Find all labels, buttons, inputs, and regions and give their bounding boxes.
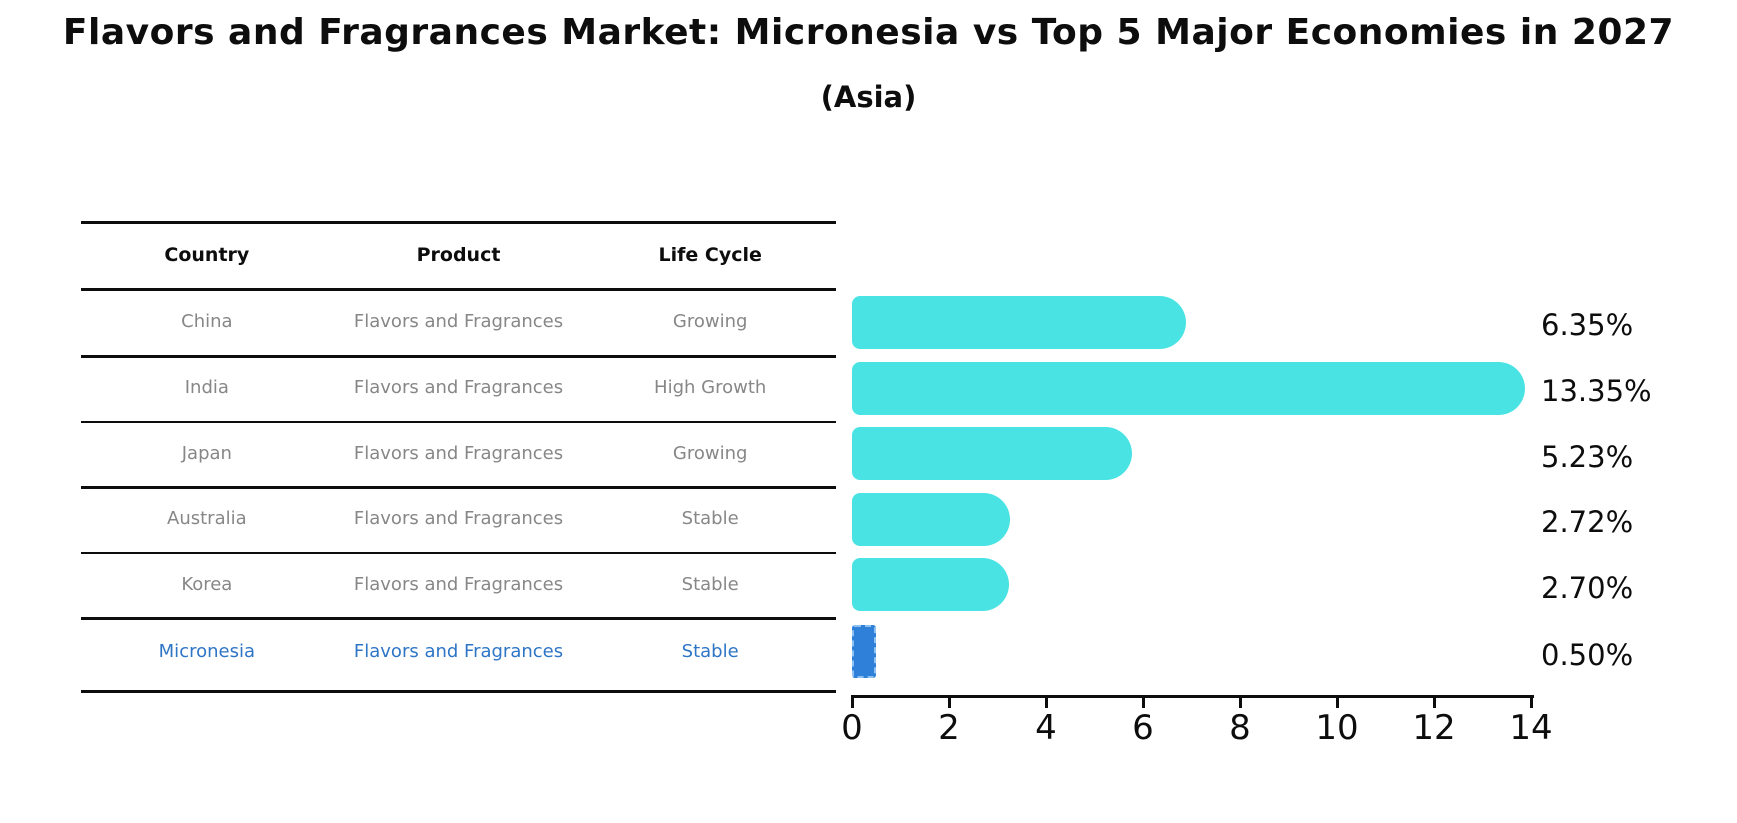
column-header-lifecycle: Life Cycle — [658, 244, 762, 266]
x-axis-tick-label: 8 — [1229, 708, 1251, 748]
cell-lifecycle: High Growth — [654, 377, 767, 398]
table-row-border — [81, 355, 836, 358]
table-header-row: Country Product Life Cycle — [81, 240, 836, 270]
cell-product: Flavors and Fragrances — [353, 442, 564, 464]
cell-product: Flavors and Fragrances — [353, 508, 564, 529]
table-row-border — [81, 420, 836, 423]
table-row-border — [81, 551, 836, 554]
cell-country: Korea — [181, 573, 233, 595]
table-row-china: China Flavors and Fragrances Growing — [81, 307, 836, 337]
table-header-border — [81, 288, 836, 291]
bar-value-label: 6.35% — [1541, 308, 1634, 342]
column-header-country: Country — [164, 244, 250, 266]
bar-india — [852, 361, 1526, 415]
bar-value-label: 2.72% — [1541, 505, 1634, 539]
x-axis-line — [852, 695, 1534, 698]
cell-country: Japan — [181, 442, 232, 464]
x-axis-tick-label: 12 — [1412, 708, 1456, 748]
column-header-product: Product — [416, 244, 501, 266]
x-axis-tick — [1529, 695, 1533, 708]
bar-value-label: 2.70% — [1541, 570, 1634, 605]
x-axis-tick-label: 0 — [841, 708, 863, 748]
x-axis-tick-label: 6 — [1132, 708, 1154, 748]
table-row-india: India Flavors and Fragrances High Growth — [81, 373, 836, 403]
x-axis-tick-label: 14 — [1509, 708, 1553, 748]
bar-china — [852, 295, 1186, 349]
cell-product: Flavors and Fragrances — [353, 641, 564, 662]
x-axis-tick-label: 4 — [1035, 708, 1057, 748]
table-top-border — [81, 221, 836, 224]
cell-lifecycle: Growing — [672, 442, 748, 464]
x-axis-tick-label: 10 — [1315, 708, 1359, 748]
x-axis-tick — [1238, 695, 1242, 708]
cell-lifecycle: Stable — [681, 641, 739, 662]
chart-subtitle: (Asia) — [820, 80, 917, 114]
x-axis-tick — [1432, 695, 1436, 708]
cell-lifecycle: Growing — [672, 311, 748, 332]
bar-value-label: 5.23% — [1541, 439, 1634, 474]
bar-value-label: 0.50% — [1541, 637, 1634, 672]
bar-japan — [852, 427, 1132, 480]
table-bottom-border — [81, 690, 836, 693]
cell-product: Flavors and Fragrances — [353, 573, 564, 595]
bar-value-label: 13.35% — [1541, 374, 1652, 408]
table-row-border — [81, 486, 836, 489]
bar-micronesia — [852, 625, 877, 678]
cell-country: Micronesia — [158, 641, 255, 662]
table-row-korea: Korea Flavors and Fragrances Stable — [81, 570, 836, 600]
bar-australia — [852, 492, 1010, 546]
bar-korea — [852, 558, 1009, 611]
table-row-border — [81, 617, 836, 620]
x-axis-tick — [1044, 695, 1048, 708]
chart-title: Flavors and Fragrances Market: Micronesi… — [62, 12, 1675, 53]
cell-country: Australia — [167, 508, 247, 529]
table-row-japan: Japan Flavors and Fragrances Growing — [81, 439, 836, 469]
x-axis-tick — [850, 695, 854, 708]
cell-lifecycle: Stable — [681, 508, 739, 529]
x-axis-tick — [947, 695, 951, 708]
x-axis-tick-label: 2 — [938, 708, 960, 748]
cell-lifecycle: Stable — [681, 573, 739, 595]
cell-country: India — [184, 377, 229, 398]
x-axis-tick — [1335, 695, 1339, 708]
table-row-australia: Australia Flavors and Fragrances Stable — [81, 504, 836, 534]
x-axis-tick — [1141, 695, 1145, 708]
cell-country: China — [181, 311, 233, 332]
table-row-micronesia: Micronesia Flavors and Fragrances Stable — [81, 637, 836, 667]
cell-product: Flavors and Fragrances — [353, 311, 564, 332]
cell-product: Flavors and Fragrances — [353, 377, 564, 398]
